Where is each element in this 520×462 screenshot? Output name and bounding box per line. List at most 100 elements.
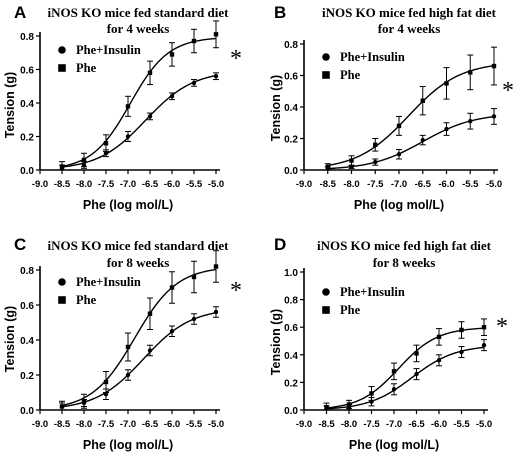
x-tick-label: -8.0 <box>76 419 92 430</box>
chart-title: iNOS KO mice fed standard diet <box>48 5 230 20</box>
data-point <box>414 371 419 377</box>
legend-marker-square <box>58 296 66 304</box>
chart-subtitle: for 8 weeks <box>373 255 436 270</box>
series-phe <box>59 20 219 171</box>
data-point <box>213 264 219 269</box>
x-tick-label: -6.5 <box>142 179 159 190</box>
data-point <box>391 387 397 392</box>
y-tick-label: 0.8 <box>20 32 34 43</box>
x-tick-label: -7.0 <box>120 419 136 430</box>
series-phe-insulin <box>59 306 219 411</box>
y-tick-label: 0.4 <box>284 103 298 114</box>
data-point <box>459 349 464 355</box>
x-tick-label: -5.0 <box>208 179 224 190</box>
x-axis-label: Phe (log mol/L) <box>354 198 444 212</box>
data-point <box>103 392 109 397</box>
y-tick-label: 0.8 <box>20 266 34 277</box>
data-point <box>103 141 109 146</box>
series-line <box>61 268 217 407</box>
data-point <box>481 342 487 348</box>
series-phe <box>323 318 487 411</box>
data-point <box>444 81 449 86</box>
data-point <box>191 274 197 280</box>
chart-title: iNOS KO mice fed high fat diet <box>317 238 492 253</box>
x-tick-label: -5.0 <box>476 419 492 430</box>
x-tick-label: -5.5 <box>186 179 203 190</box>
y-tick-label: 0.6 <box>20 66 34 77</box>
legend-marker-square <box>322 71 330 79</box>
legend-label: Phe+Insulin <box>76 275 141 289</box>
data-point <box>147 311 153 316</box>
data-point <box>491 63 497 69</box>
series-line <box>327 64 495 167</box>
y-tick-label: 0.4 <box>20 99 34 110</box>
data-point <box>125 372 131 378</box>
x-tick-label: -5.5 <box>186 419 203 430</box>
series-phe <box>324 46 497 171</box>
data-point <box>391 369 397 374</box>
data-point <box>373 159 378 165</box>
series-line <box>61 37 217 168</box>
data-point <box>103 379 109 385</box>
data-point <box>481 325 487 330</box>
x-tick-label: -6.0 <box>164 419 180 430</box>
chart-subtitle: for 8 weeks <box>107 255 170 270</box>
x-tick-label: -6.5 <box>415 179 432 190</box>
data-point <box>125 104 131 109</box>
legend-label: Phe+Insulin <box>76 43 141 57</box>
legend-marker-circle <box>58 46 66 54</box>
x-tick-label: -7.0 <box>120 179 136 190</box>
panel-label: D <box>274 235 286 254</box>
data-point <box>213 32 219 37</box>
x-tick-label: -7.0 <box>391 179 407 190</box>
legend-label: Phe <box>76 61 97 75</box>
data-point <box>59 164 65 169</box>
series-line <box>326 346 485 410</box>
data-point <box>491 114 497 119</box>
x-axis-label: Phe (log mol/L) <box>83 198 173 212</box>
data-point <box>459 327 464 333</box>
x-tick-label: -7.5 <box>98 419 115 430</box>
data-point <box>468 118 473 124</box>
data-point <box>349 158 354 163</box>
y-tick-label: 0.6 <box>284 323 298 334</box>
data-point <box>213 309 219 315</box>
x-axis-label: Phe (log mol/L) <box>83 438 173 452</box>
data-point <box>373 142 378 147</box>
y-axis-label: Tension (g) <box>3 72 17 138</box>
significance-star: * <box>230 46 242 72</box>
y-axis-label: Tension (g) <box>3 306 17 372</box>
x-tick-label: -8.5 <box>54 419 71 430</box>
data-point <box>147 70 153 76</box>
x-tick-label: -7.5 <box>367 179 384 190</box>
chart-title: iNOS KO mice fed high fat diet <box>322 5 497 20</box>
data-point <box>436 358 442 363</box>
legend-marker-circle <box>322 53 330 61</box>
x-tick-label: -9.0 <box>296 179 312 190</box>
legend-label: Phe+Insulin <box>340 50 405 64</box>
y-tick-label: 0.4 <box>284 351 298 362</box>
x-tick-label: -9.0 <box>32 179 48 190</box>
data-point <box>420 137 425 143</box>
data-point <box>444 126 449 132</box>
legend-label: Phe <box>340 68 361 82</box>
x-tick-label: -5.5 <box>462 179 479 190</box>
x-tick-label: -6.0 <box>431 419 447 430</box>
data-point <box>169 52 175 57</box>
y-tick-label: 1.0 <box>284 268 298 279</box>
x-tick-label: -7.5 <box>98 179 115 190</box>
data-point <box>147 348 153 353</box>
legend-marker-square <box>58 64 66 72</box>
series-line <box>327 115 495 170</box>
legend-label: Phe <box>76 293 97 307</box>
y-tick-label: 0.2 <box>284 135 298 146</box>
y-tick-label: 0.2 <box>284 378 298 389</box>
data-point <box>81 399 87 404</box>
y-tick-label: 0.6 <box>20 301 34 312</box>
y-tick-label: 0.4 <box>20 336 34 347</box>
data-point <box>468 70 473 75</box>
x-tick-label: -9.0 <box>32 419 48 430</box>
